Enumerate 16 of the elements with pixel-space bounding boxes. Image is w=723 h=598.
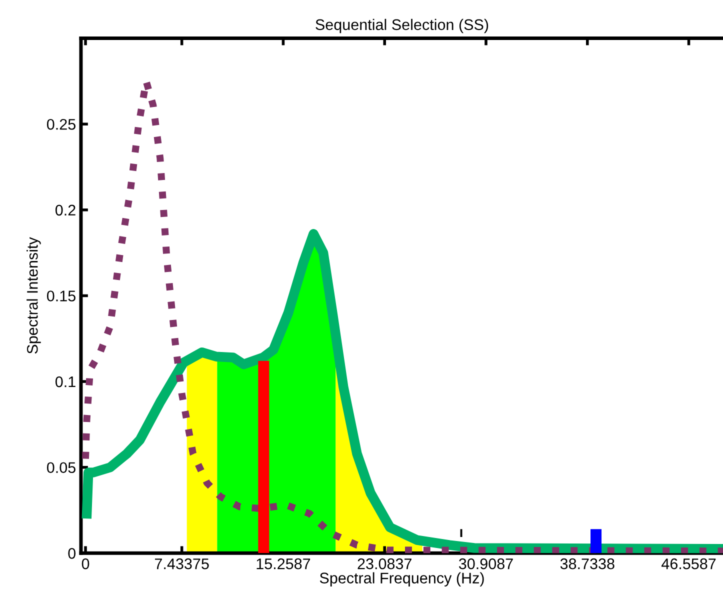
y-tick-label: 0.2 [55,204,76,216]
x-tick-label: 46.5587 [662,558,716,570]
x-tick-label: 7.43375 [155,558,209,570]
y-axis-title: Spectral Intensity [26,237,41,354]
y-tick-label: 0.25 [46,118,76,130]
y-tick-label: 0.15 [46,290,76,302]
y-tick-label: 0.1 [55,376,76,388]
y-tick-label: 0.05 [46,462,76,474]
x-tick-label: 0 [82,558,90,570]
chart-title: Sequential Selection (SS) [316,18,488,34]
x-axis-title: Spectral Frequency (Hz) [320,572,484,586]
x-tick-label: 38.7338 [560,558,614,570]
x-tick-label: 23.0837 [358,558,412,570]
x-tick-label: 15.2587 [256,558,310,570]
y-tick-label: 0 [68,548,76,559]
x-tick-label: 30.9087 [458,558,513,570]
